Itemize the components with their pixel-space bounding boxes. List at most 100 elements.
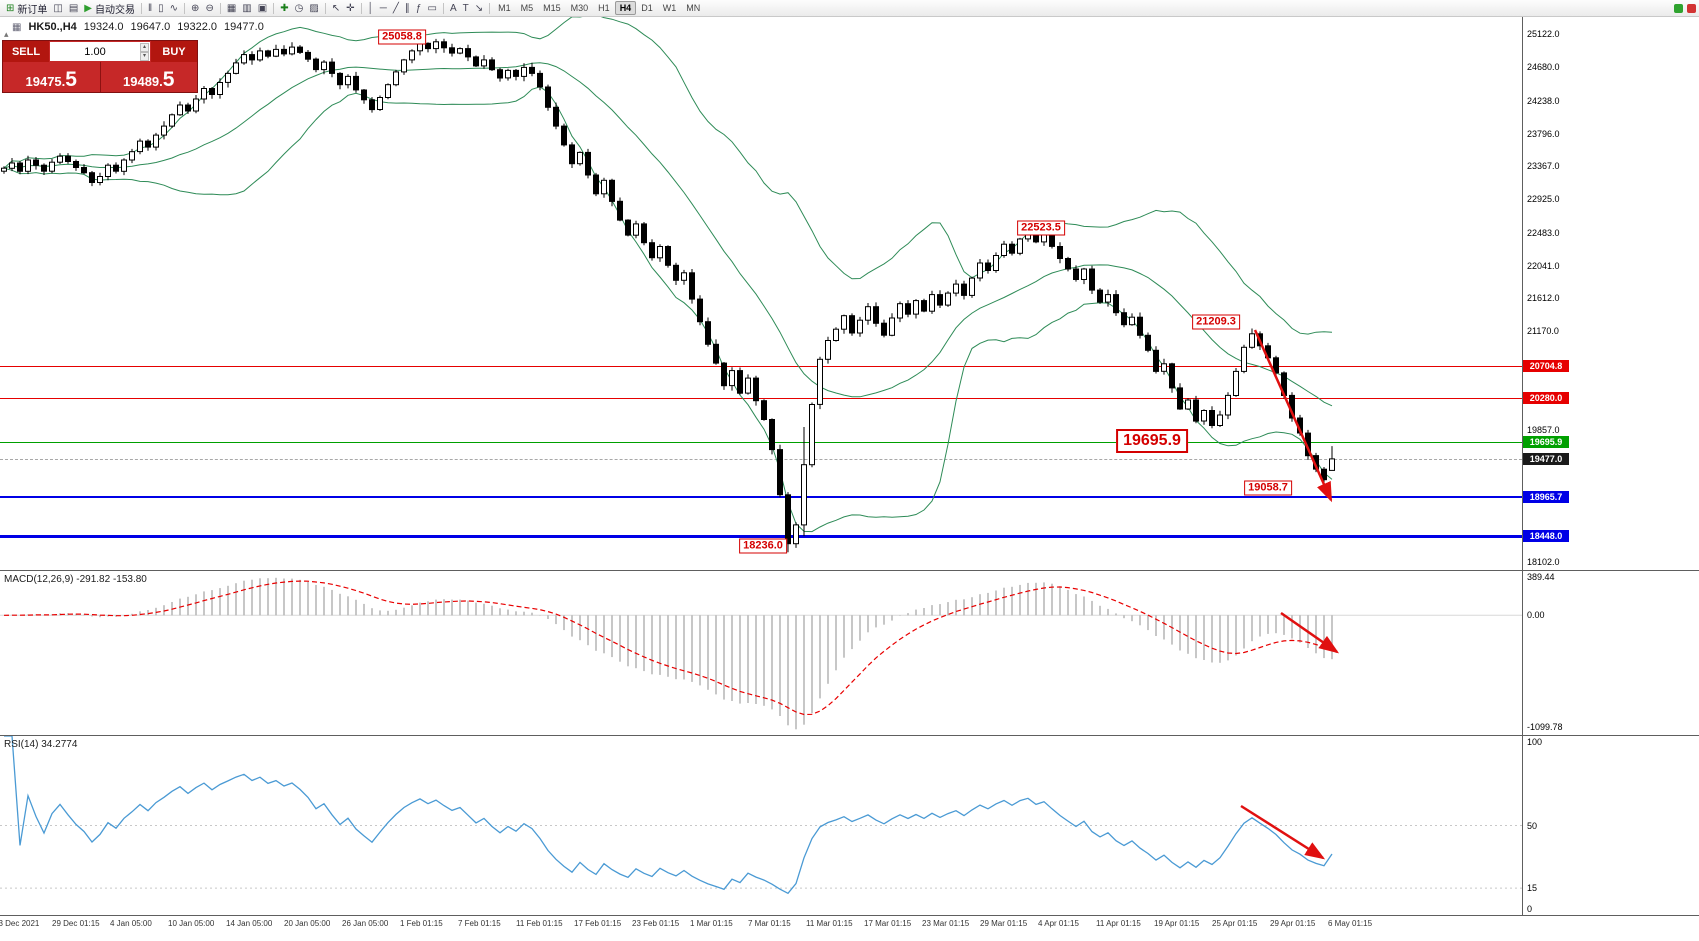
line-chart-icon[interactable]: ∿ (167, 1, 181, 16)
autotrade-button-label: 自动交易 (95, 4, 135, 16)
toolbar-separator (324, 2, 326, 14)
templates-icon[interactable]: ▨ (306, 1, 321, 16)
profiles-icon[interactable]: ▤ (66, 1, 81, 16)
timeframe-m1[interactable]: M1 (498, 3, 511, 13)
autotrade-button[interactable]: ▶ 自动交易 (81, 1, 138, 16)
current-price-line (0, 458, 1522, 460)
oneclick-trading-panel: SELL ▴ ▾ BUY 19475. 5 19489. (2, 40, 198, 93)
ohlc-high: 19647.0 (130, 21, 171, 33)
new-order-button: ⊞ (6, 2, 15, 14)
bar-chart-icon[interactable]: ‖ (145, 1, 155, 16)
period-selector-icon[interactable]: ◷ (292, 1, 307, 16)
arrows-tool-icon: ↘ (474, 2, 484, 14)
arrange-windows-icon[interactable]: ▣ (255, 1, 270, 16)
zoom-in-icon[interactable]: ⊕ (188, 1, 202, 16)
vertical-line-icon[interactable]: │ (365, 1, 377, 16)
crosshair-icon: ✛ (346, 2, 355, 14)
buy-price[interactable]: 19489. 5 (101, 62, 198, 92)
horizontal-line-icon[interactable]: ─ (377, 1, 390, 16)
toolbar-separator (141, 2, 142, 14)
timeframe-w1[interactable]: W1 (662, 3, 677, 13)
label-tool-icon[interactable]: T (460, 1, 472, 16)
cursor-icon[interactable]: ↖ (329, 1, 343, 16)
arrows-tool-icon[interactable]: ↘ (472, 1, 486, 16)
text-tool-icon: A (449, 2, 457, 14)
candlestick-chart-icon: ▯ (158, 2, 164, 14)
line-chart-icon: ∿ (169, 2, 179, 14)
candlestick-chart-icon[interactable]: ▯ (155, 1, 167, 16)
timeframe-d1[interactable]: D1 (641, 3, 653, 13)
buy-price-pips: 5 (162, 68, 175, 91)
timeframe-m5[interactable]: M5 (520, 3, 534, 13)
hline-18448.0[interactable] (0, 535, 1522, 539)
chart-icon: ▦ (12, 21, 22, 33)
sell-price[interactable]: 19475. 5 (3, 62, 100, 92)
time-axis[interactable] (0, 916, 1522, 936)
cascade-windows-icon[interactable]: ▥ (239, 1, 254, 16)
templates-icon: ▨ (309, 2, 319, 14)
new-order-button-label: 新订单 (17, 4, 48, 16)
arrange-windows-icon: ▣ (257, 2, 268, 14)
hline-20704.8[interactable] (0, 366, 1522, 368)
fibonacci-icon[interactable]: ƒ (413, 1, 425, 16)
trendline-icon[interactable]: ╱ (390, 1, 402, 16)
sell-price-main: 19475. (25, 74, 66, 89)
volume-box: ▴ ▾ (50, 42, 150, 61)
timeframe-h4[interactable]: H4 (614, 1, 637, 15)
autotrade-button: ▶ (84, 2, 92, 14)
shapes-icon[interactable]: ▭ (424, 1, 439, 16)
sell-price-pips: 5 (65, 68, 77, 91)
bar-chart-icon: ‖ (148, 2, 153, 14)
toolbar-separator (489, 2, 491, 14)
shapes-icon: ▭ (427, 2, 437, 14)
trendline-icon: ╱ (392, 2, 399, 14)
symbol-period-label: HK50.,H4 (28, 21, 77, 33)
buy-button[interactable]: BUY (151, 41, 197, 62)
price-axis[interactable] (1523, 17, 1699, 916)
hline-18965.7[interactable] (0, 496, 1522, 499)
timeframe-mn[interactable]: MN (686, 3, 701, 13)
channel-icon[interactable]: ∥ (402, 1, 413, 16)
timeframe-m30[interactable]: M30 (570, 3, 589, 13)
panel-separator-time (0, 915, 1699, 916)
hline-19695.9[interactable] (0, 442, 1522, 444)
cursor-icon: ↖ (331, 2, 341, 14)
alert-status-icon[interactable] (1687, 3, 1696, 13)
rsi-indicator-label: RSI(14) 34.2774 (4, 739, 78, 750)
cascade-windows-icon: ▥ (242, 2, 252, 14)
zoom-in-icon: ⊕ (191, 2, 200, 14)
add-indicator-icon: ✚ (280, 2, 289, 14)
volume-input[interactable] (50, 42, 150, 61)
panel-separator-rsi[interactable] (0, 735, 1699, 736)
volume-up-button[interactable]: ▴ (139, 42, 149, 52)
zoom-out-icon: ⊖ (205, 2, 214, 14)
toolbar: ⊞ 新订单 ◫ ▤ ▶ 自动交易 ‖ ▯ ∿ ⊕ ⊖ ▦ ▥ ▣ ✚ ◷ ▨ ↖ ✛ │ ─ ╱ ∥ ƒ ▭ A T ↘ M1 M5 M15… (0, 0, 1699, 17)
timeframe-h1[interactable]: H1 (598, 3, 610, 13)
timeframe-m15[interactable]: M15 (543, 3, 561, 13)
toolbar-separator (442, 2, 444, 14)
toolbar-separator (273, 2, 275, 14)
oneclick-collapse-icon[interactable]: ▴ (4, 29, 9, 39)
ohlc-open: 19324.0 (83, 21, 124, 33)
volume-spinner: ▴ ▾ (139, 42, 149, 61)
new-order-button[interactable]: ⊞ 新订单 (3, 1, 50, 16)
horizontal-line-icon: ─ (379, 2, 387, 14)
panel-separator-macd[interactable] (0, 570, 1699, 571)
volume-down-button[interactable]: ▾ (139, 51, 149, 61)
hline-20280.0[interactable] (0, 398, 1522, 400)
macd-indicator-label: MACD(12,26,9) -291.82 -153.80 (4, 574, 147, 585)
text-tool-icon[interactable]: A (447, 1, 460, 16)
crosshair-icon[interactable]: ✛ (343, 1, 357, 16)
label-tool-icon: T (462, 2, 469, 14)
tile-windows-icon: ▦ (226, 2, 237, 14)
tile-windows-icon[interactable]: ▦ (224, 1, 239, 16)
add-indicator-icon[interactable]: ✚ (277, 1, 291, 16)
zoom-out-icon[interactable]: ⊖ (202, 1, 216, 16)
toolbar-separator (219, 2, 221, 14)
chart-window-icon[interactable]: ◫ (50, 1, 65, 16)
sell-button[interactable]: SELL (3, 41, 49, 62)
vertical-line-icon: │ (367, 2, 374, 14)
connection-status-icon[interactable] (1674, 3, 1683, 13)
